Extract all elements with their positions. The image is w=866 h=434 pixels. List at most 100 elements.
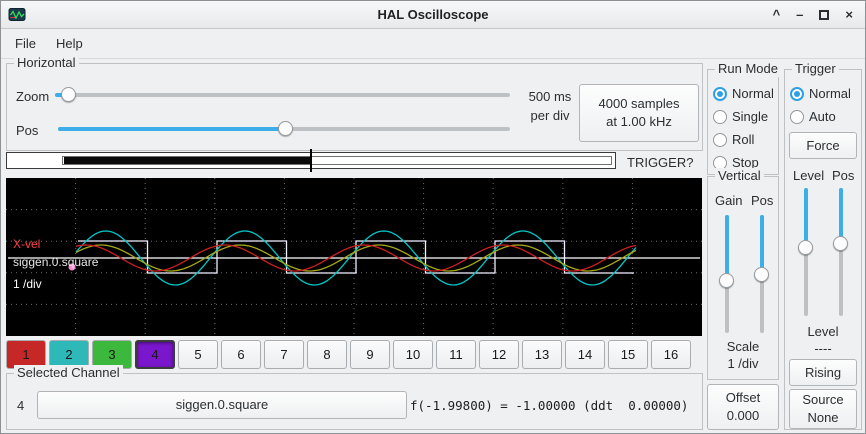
record-position-fill [64, 157, 310, 164]
close-icon[interactable]: × [845, 7, 853, 22]
gain-slider-handle[interactable] [719, 273, 734, 288]
trigger-pos-label: Pos [832, 168, 855, 183]
channel-button-8[interactable]: 8 [307, 340, 347, 369]
trigger-radio-normal[interactable]: Normal [790, 86, 851, 101]
selected-channel-label: Selected Channel [14, 365, 123, 381]
menu-help[interactable]: Help [55, 36, 83, 51]
horizontal-pos-slider-handle[interactable] [278, 121, 293, 136]
gain-slider[interactable] [719, 215, 735, 333]
trigger-pos-slider-fill [839, 188, 843, 243]
radio-icon [713, 109, 727, 124]
channel-button-7[interactable]: 7 [264, 340, 304, 369]
channel-button-6[interactable]: 6 [221, 340, 261, 369]
channel-button-9[interactable]: 9 [350, 340, 390, 369]
zoom-label: Zoom [16, 89, 50, 104]
radio-icon [790, 86, 804, 101]
run-mode-radio-stop[interactable]: Stop [713, 155, 759, 170]
run-mode-section: Run Mode Normal Single Roll Stop [707, 61, 781, 175]
zoom-slider-handle[interactable] [61, 87, 76, 102]
trigger-pos-slider-groove[interactable] [839, 188, 843, 316]
trigger-radio-auto[interactable]: Auto [790, 109, 836, 124]
horizontal-pos-slider[interactable] [58, 121, 510, 137]
channel-button-14[interactable]: 14 [565, 340, 605, 369]
shade-icon[interactable]: ^ [772, 7, 781, 22]
channel-button-10[interactable]: 10 [393, 340, 433, 369]
vertical-pos-slider-fill [760, 215, 764, 274]
scale-label: Scale [726, 339, 760, 354]
samples-button[interactable]: 4000 samples at 1.00 kHz [579, 84, 699, 142]
scope-channel-name-overlay: X-vel [13, 237, 41, 251]
radio-icon [790, 109, 804, 124]
channel-row: 1 2 3 4 5 6 7 8 9 10 11 12 13 14 15 16 [6, 340, 691, 369]
samples-button-line1: 4000 samples [598, 96, 680, 112]
radio-label: Auto [809, 109, 836, 124]
maximize-icon[interactable] [819, 9, 830, 20]
scale-value: 1 /div [727, 356, 759, 371]
vertical-section-label: Vertical [715, 168, 764, 184]
titlebar[interactable]: HAL Oscilloscope ^ – × [1, 1, 865, 29]
scope-display[interactable]: X-vel siggen.0.square 1 /div [6, 178, 702, 336]
channel-button-12[interactable]: 12 [479, 340, 519, 369]
trigger-level-label: Level [793, 168, 825, 183]
trigger-level-slider[interactable] [798, 188, 814, 316]
radio-label: Normal [732, 86, 774, 101]
scope-selected-signal-overlay: siggen.0.square [13, 255, 99, 269]
run-mode-radio-roll[interactable]: Roll [713, 132, 754, 147]
run-mode-radio-normal[interactable]: Normal [713, 86, 774, 101]
window-controls: ^ – × [773, 8, 865, 21]
trigger-level-caption: Level [807, 324, 839, 339]
offset-button-label: Offset [725, 390, 761, 406]
zoom-slider[interactable] [55, 87, 510, 103]
trigger-pos-slider-handle[interactable] [833, 236, 848, 251]
trigger-pos-slider[interactable] [833, 188, 849, 316]
radio-icon [713, 132, 727, 147]
channel-button-5[interactable]: 5 [178, 340, 218, 369]
channel-button-11[interactable]: 11 [436, 340, 476, 369]
menu-file[interactable]: File [15, 36, 36, 51]
scope-svg [6, 178, 702, 336]
radio-icon [713, 86, 727, 101]
zoom-slider-groove[interactable] [55, 93, 510, 97]
record-position-track [62, 156, 612, 165]
vertical-pos-slider-handle[interactable] [754, 267, 769, 282]
trigger-source-label: Source [802, 392, 844, 408]
selected-channel-number: 4 [17, 398, 25, 413]
vertical-section: Vertical Gain Pos Scale 1 /div [707, 168, 779, 380]
sample-rate-line1: 500 ms [528, 89, 572, 104]
horizontal-section-label: Horizontal [14, 55, 79, 71]
menubar: File Help [1, 29, 865, 59]
channel-button-2[interactable]: 2 [49, 340, 89, 369]
trigger-source-button[interactable]: Source None [789, 389, 857, 429]
vertical-pos-label: Pos [751, 193, 774, 208]
window-title: HAL Oscilloscope [377, 7, 489, 22]
trigger-question-label: TRIGGER? [627, 155, 694, 170]
horizontal-pos-label: Pos [16, 123, 39, 138]
channel-button-4[interactable]: 4 [135, 340, 175, 369]
channel-button-15[interactable]: 15 [608, 340, 648, 369]
gain-label: Gain [715, 193, 743, 208]
channel-button-13[interactable]: 13 [522, 340, 562, 369]
gain-slider-fill [725, 215, 729, 280]
trigger-level-value: ---- [814, 341, 832, 356]
samples-button-line2: at 1.00 kHz [606, 114, 672, 129]
selected-channel-section: Selected Channel 4 siggen.0.square f(-1.… [6, 365, 703, 430]
channel-button-16[interactable]: 16 [651, 340, 691, 369]
trigger-position-marker [310, 149, 312, 172]
run-mode-radio-single[interactable]: Single [713, 109, 768, 124]
trigger-level-slider-fill [804, 188, 808, 247]
channel-source-button[interactable]: siggen.0.square [37, 391, 407, 419]
trigger-section: Trigger Normal Auto Force Level Pos [784, 61, 862, 430]
force-button-label: Force [806, 137, 840, 153]
offset-button-value: 0.000 [726, 408, 760, 423]
edge-button[interactable]: Rising [789, 359, 857, 386]
app-icon [8, 6, 26, 24]
trigger-level-slider-handle[interactable] [798, 240, 813, 255]
horizontal-pos-slider-fill [58, 127, 285, 131]
offset-button[interactable]: Offset 0.000 [707, 384, 779, 430]
minimize-icon[interactable]: – [796, 7, 804, 22]
force-button[interactable]: Force [789, 132, 857, 159]
channel-button-1[interactable]: 1 [6, 340, 46, 369]
vertical-pos-slider[interactable] [754, 215, 770, 333]
channel-button-3[interactable]: 3 [92, 340, 132, 369]
